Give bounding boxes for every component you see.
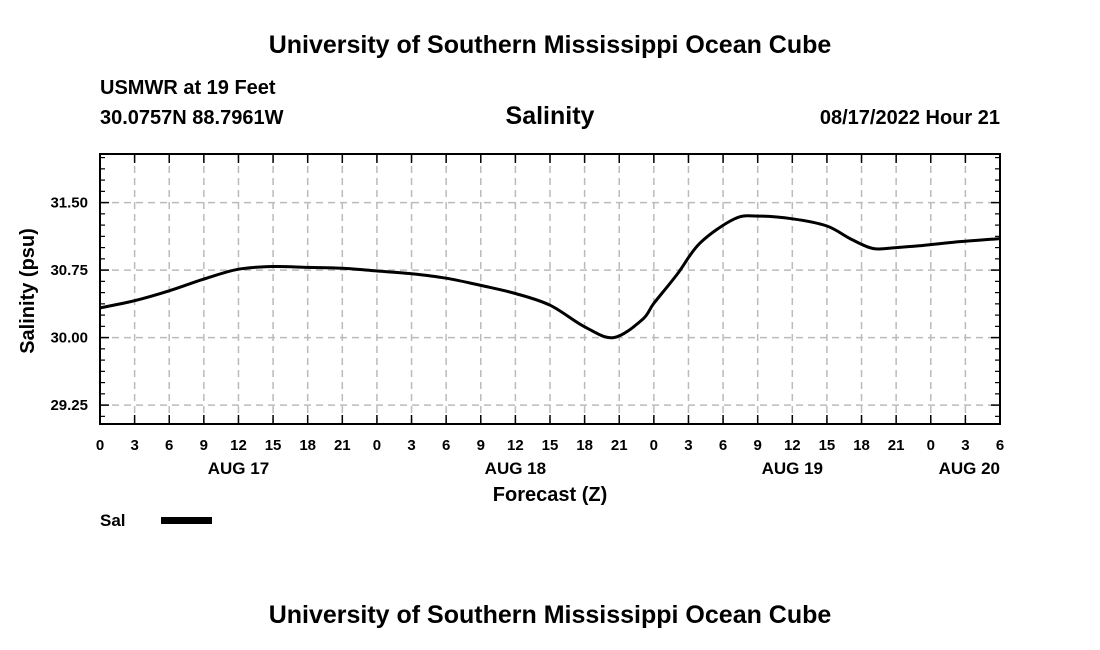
- y-tick-label: 30.75: [50, 262, 88, 279]
- station-coordinates: 30.0757N 88.7961W: [100, 107, 284, 129]
- salinity-series-line: [99, 214, 1001, 340]
- x-tick-label: 9: [754, 437, 762, 454]
- footer-title: University of Southern Mississippi Ocean…: [268, 601, 832, 629]
- x-tick-label: 0: [650, 437, 658, 454]
- x-tick-label: 3: [130, 437, 138, 454]
- y-axis-title: Salinity (psu): [17, 228, 39, 354]
- legend-swatch: [161, 517, 212, 524]
- x-tick-label: 12: [507, 437, 524, 454]
- forecast-run-time: 08/17/2022 Hour 21: [819, 107, 1000, 129]
- x-tick-label: 15: [265, 437, 282, 454]
- x-tick-label: 21: [611, 437, 628, 454]
- chart-title: Salinity: [505, 102, 595, 130]
- x-tick-label: 18: [299, 437, 316, 454]
- y-tick-label: 29.25: [50, 397, 88, 414]
- x-tick-label: 0: [373, 437, 381, 454]
- x-tick-label: 21: [888, 437, 905, 454]
- x-tick-labels: 0 3 6 9 12 15 18 21 0 3 6 9 12 15 18 21 0 3 6 9 12 15 18 21 0 3 6: [96, 437, 1004, 454]
- day-label: AUG 18: [485, 459, 546, 478]
- x-tick-label: 0: [96, 437, 104, 454]
- day-labels: AUG 17 AUG 18 AUG 19 AUG 20: [208, 459, 1000, 478]
- legend-label: Sal: [100, 511, 126, 530]
- station-name: USMWR at 19 Feet: [100, 77, 276, 99]
- x-tick-label: 6: [442, 437, 450, 454]
- day-label: AUG 20: [939, 459, 1000, 478]
- x-tick-label: 3: [961, 437, 969, 454]
- x-tick-label: 18: [576, 437, 593, 454]
- y-tick-labels: 29.25 30.00 30.75 31.50: [50, 195, 88, 415]
- day-label: AUG 19: [762, 459, 823, 478]
- y-tick-label: 30.00: [50, 330, 88, 347]
- page-title: University of Southern Mississippi Ocean…: [268, 31, 832, 59]
- x-tick-label: 9: [200, 437, 208, 454]
- day-label: AUG 17: [208, 459, 269, 478]
- x-tick-label: 6: [165, 437, 173, 454]
- x-tick-label: 12: [784, 437, 801, 454]
- y-tick-label: 31.50: [50, 195, 88, 212]
- x-tick-label: 15: [542, 437, 559, 454]
- x-tick-label: 18: [853, 437, 870, 454]
- x-tick-label: 6: [719, 437, 727, 454]
- legend: Sal: [100, 511, 212, 530]
- x-tick-label: 15: [819, 437, 836, 454]
- x-axis-title: Forecast (Z): [493, 484, 607, 506]
- series-layer: [99, 214, 1001, 340]
- gridlines: [100, 154, 1000, 424]
- plot-frame: [99, 153, 1001, 425]
- x-tick-label: 3: [684, 437, 692, 454]
- x-tick-label: 0: [927, 437, 935, 454]
- x-tick-label: 3: [407, 437, 415, 454]
- x-tick-label: 6: [996, 437, 1004, 454]
- x-tick-label: 9: [477, 437, 485, 454]
- x-tick-label: 12: [230, 437, 247, 454]
- x-tick-label: 21: [334, 437, 351, 454]
